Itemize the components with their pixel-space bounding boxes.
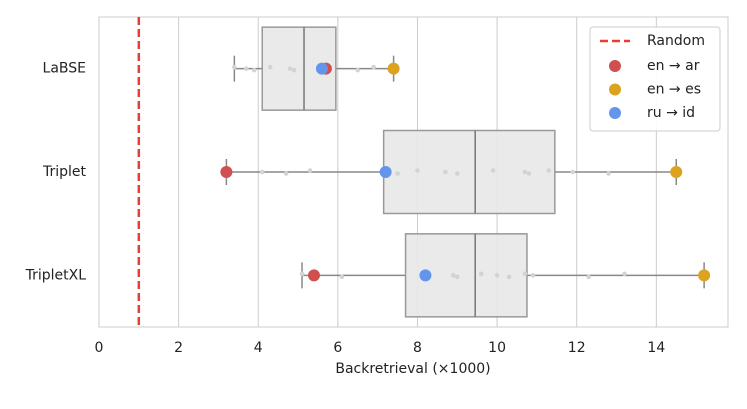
x-tick-label: 8 <box>413 340 422 356</box>
strip-point <box>291 67 297 73</box>
point <box>315 62 328 75</box>
strip-point <box>443 169 448 175</box>
x-tick-label: 4 <box>254 340 263 356</box>
x-tick-label: 6 <box>333 340 342 356</box>
point <box>419 269 432 282</box>
legend-label: ru → id <box>647 105 695 121</box>
strip-point <box>415 168 420 173</box>
strip-point <box>243 66 249 71</box>
strip-point <box>307 168 313 173</box>
x-tick-label: 14 <box>647 340 665 356</box>
strip-point <box>622 271 627 277</box>
point <box>698 269 711 282</box>
legend-swatch <box>609 60 621 72</box>
strip-point <box>454 274 460 280</box>
strip-point <box>355 67 361 73</box>
strip-point <box>570 169 576 175</box>
legend-box <box>589 26 721 132</box>
x-tick-label: 2 <box>174 340 183 356</box>
strip-point <box>299 271 305 277</box>
legend-label: en → ar <box>647 58 700 74</box>
strip-point <box>371 64 376 70</box>
y-tick-label: LaBSE <box>43 61 86 77</box>
strip-point <box>259 169 265 175</box>
strip-point <box>530 273 536 278</box>
strip-point <box>606 171 611 176</box>
legend-swatch <box>609 107 621 119</box>
strip-point <box>526 171 532 176</box>
point <box>379 166 392 178</box>
strip-point <box>451 273 456 278</box>
strip-point <box>506 274 512 280</box>
x-tick-label: 0 <box>95 340 104 356</box>
strip-point <box>494 273 500 278</box>
x-tick-label: 12 <box>568 340 586 356</box>
strip-point <box>267 64 273 70</box>
y-tick-label: TripletXL <box>25 267 87 283</box>
y-tick-label: Triplet <box>42 164 87 180</box>
x-tick-label: 10 <box>488 340 506 356</box>
strip-point <box>490 168 496 173</box>
strip-point <box>454 171 460 176</box>
strip-point <box>546 168 552 173</box>
point <box>220 166 233 178</box>
legend-label: en → es <box>647 82 701 98</box>
point <box>387 62 400 75</box>
strip-point <box>232 64 237 70</box>
strip-point <box>478 271 484 277</box>
strip-point <box>287 66 293 71</box>
strip-point <box>283 171 289 176</box>
legend-label: Random <box>647 33 705 49</box>
point <box>307 269 320 282</box>
strip-point <box>339 274 345 280</box>
strip-point <box>522 169 528 175</box>
strip-point <box>586 274 591 280</box>
x-axis-label: Backretrieval (×1000) <box>335 361 490 377</box>
strip-point <box>251 67 257 73</box>
strip-point <box>522 271 528 277</box>
point <box>670 166 683 178</box>
strip-point <box>395 171 400 176</box>
legend-swatch <box>609 83 621 96</box>
